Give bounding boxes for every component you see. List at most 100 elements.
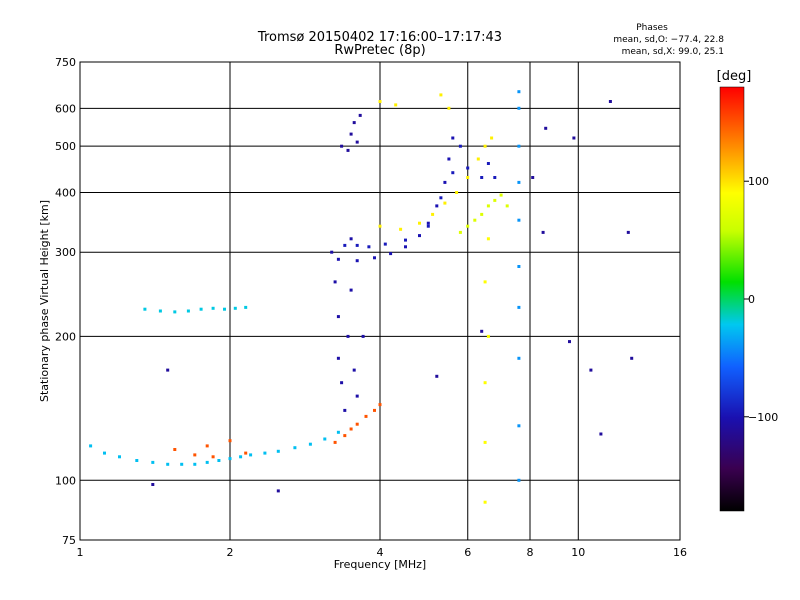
data-point [89,444,93,448]
data-point [244,305,248,309]
y-tick-label: 500 [55,140,76,153]
data-point [568,340,571,344]
data-point [383,242,387,246]
data-point [166,368,170,372]
data-point [239,455,243,459]
data-point [435,204,439,208]
data-point [493,176,497,179]
data-point [426,224,430,228]
data-point [346,334,350,338]
trace-es-trace [143,305,248,314]
data-point [599,432,603,436]
data-point [435,374,439,378]
data-points [89,90,634,504]
data-point [626,230,630,234]
data-point [336,257,340,261]
data-point [517,305,521,309]
data-point [211,306,215,310]
x-tick-label: 16 [673,546,687,559]
data-point [486,334,490,338]
data-point [193,462,197,466]
data-point [458,230,462,234]
data-point [276,489,280,493]
data-point [173,310,177,314]
data-point [151,483,155,486]
data-point [158,309,162,313]
data-point [228,457,232,461]
trace-sporadic-points [151,100,634,493]
data-point [483,144,487,148]
data-point [451,136,455,140]
data-point [323,437,327,441]
trace-f-region-vertical-spread [330,237,365,412]
trace-f2-o-mode [336,136,455,263]
data-point [517,180,521,184]
colorbar-label: [deg] [717,69,752,84]
data-point [418,234,421,238]
data-point [352,121,356,125]
data-point [431,212,435,216]
data-point [361,334,365,338]
data-point [349,427,353,431]
data-point [517,90,521,94]
data-point [399,227,403,231]
data-point [118,455,121,459]
data-point [186,309,190,313]
data-point [358,113,362,117]
data-point [355,422,359,426]
data-point [486,204,490,208]
data-point [193,453,197,457]
data-point [466,166,470,170]
data-point [143,307,147,311]
data-point [373,408,376,412]
data-point [483,440,487,444]
data-point [340,381,344,385]
data-point [439,196,443,200]
y-tick-label: 600 [55,102,76,115]
data-point [505,204,509,208]
phase-stats-o: mean, sd,O: −77.4, 22.8 [613,35,724,45]
data-point [205,444,209,448]
data-point [349,288,353,292]
data-point [135,459,139,462]
data-point [473,218,477,222]
chart-subtitle: RwPretec (8p) [334,43,425,58]
trace-spread-f-intermediate [426,144,497,228]
data-point [355,140,359,144]
data-point [572,136,576,140]
data-point [378,403,382,407]
colorbar-tick-label: 100 [748,175,769,188]
data-point [404,245,407,249]
data-point [217,459,221,462]
trace-e-layer-o-mode [89,430,340,466]
data-point [517,478,521,482]
data-point [352,368,356,372]
data-point [166,462,170,466]
data-point [103,451,106,455]
data-point [517,356,521,360]
data-point [541,230,545,234]
data-point [333,280,337,284]
y-tick-label: 200 [55,330,76,343]
x-tick-label: 1 [77,546,84,559]
data-point [308,442,312,446]
data-point [340,144,344,148]
y-axis-label: Stationary phase Virtual Height [km] [38,200,51,402]
data-point [589,368,593,372]
x-tick-label: 4 [377,546,384,559]
data-point [205,460,209,464]
grid-lines [80,62,680,540]
data-point [466,176,470,179]
data-point [394,103,398,107]
data-point [336,315,340,319]
data-point [486,162,490,165]
data-point [480,212,484,216]
data-point [630,356,634,360]
data-point [333,440,337,444]
trace-spread-f-lower [343,238,407,249]
data-point [249,453,253,457]
chart-title: Tromsø 20150402 17:16:00–17:17:43 [257,30,502,45]
data-point [483,381,487,385]
data-point [517,218,521,222]
data-point [483,280,487,284]
